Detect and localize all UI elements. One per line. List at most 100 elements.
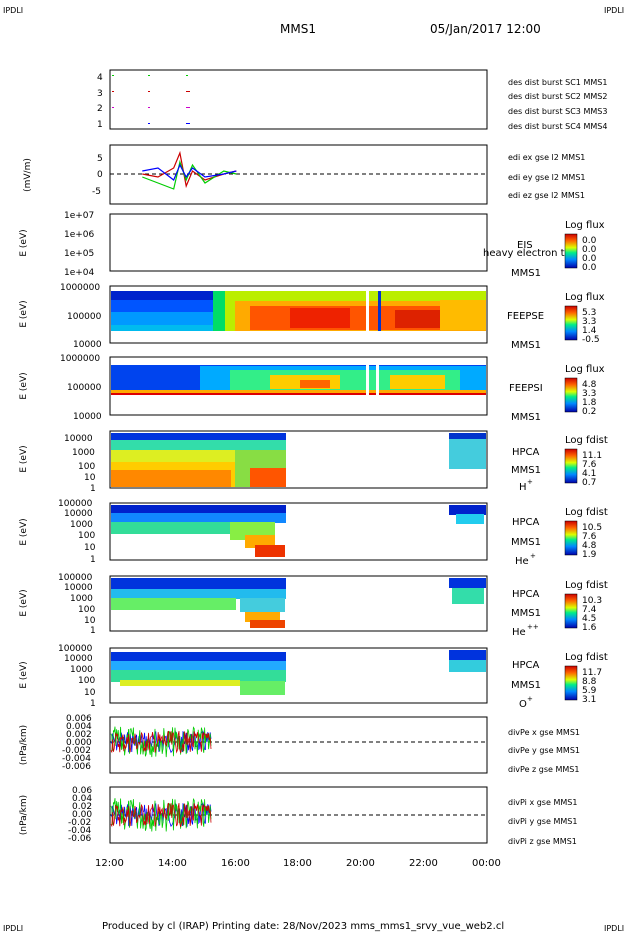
p8-tick-3: 1000	[70, 594, 93, 604]
p8-spectrogram	[111, 578, 486, 628]
p7-tick-3: 1000	[70, 520, 93, 530]
p6-tick-4: 10	[84, 473, 96, 483]
p11-noise-series-3	[110, 802, 212, 828]
corner-label-br: IPDLI	[604, 924, 624, 933]
p10-tick-1: 0.006	[66, 714, 92, 724]
header-mission: MMS1	[280, 22, 316, 36]
p11-traces	[110, 797, 212, 832]
panel-1-frame	[109, 69, 488, 130]
panel-5: E (eV) 1000000 100000 10000 FEEPSI MMS1 …	[19, 354, 605, 423]
p11-legend-2: divPi y gse MMS1	[508, 817, 577, 826]
p11-tick-1: 0.06	[72, 786, 92, 796]
p7-ylabel: E (eV)	[19, 518, 29, 545]
p9-label-inst: HPCA	[512, 660, 540, 671]
p6-cb-1: 11.1	[582, 451, 602, 461]
p9-cb-1: 11.7	[582, 668, 602, 678]
p7-tick-5: 10	[84, 543, 96, 553]
p2-tick-0: 0	[97, 170, 103, 180]
p7-cb-1: 10.5	[582, 523, 602, 533]
p7-tick-2: 10000	[64, 509, 93, 519]
p11-tick-7: -0.06	[68, 834, 92, 844]
p6-cb-4: 0.7	[582, 478, 596, 488]
panel-9: E (eV) 100000 10000 1000 100 10 1 HPCA M…	[19, 644, 608, 710]
panel-3: E (eV) 1e+07 1e+06 1e+05 1e+04 EIS MMS1 …	[19, 211, 605, 279]
p8-label-sc: MMS1	[511, 608, 541, 619]
p3-overlay: heavy electron to	[483, 248, 571, 259]
p4-spectrogram	[111, 291, 486, 331]
p7-cb-title: Log fdist	[565, 507, 608, 518]
time-axis: 12:00 14:00 16:00 18:00 20:00 22:00 00:0…	[95, 858, 501, 869]
p3-ylabel: E (eV)	[19, 229, 29, 256]
p10-tick-2: 0.004	[66, 722, 92, 732]
p4-label-sc: MMS1	[511, 340, 541, 351]
p3-tick-4: 1e+04	[64, 268, 95, 278]
p9-colorbar	[564, 665, 578, 701]
p8-tick-2: 10000	[64, 583, 93, 593]
p9-label-sc: MMS1	[511, 680, 541, 691]
p1-legend-1: des dist burst SC1 MMS1	[508, 78, 607, 87]
p10-traces	[110, 726, 212, 758]
p4-cb-2: 3.3	[582, 317, 596, 327]
panel-3-frame	[109, 213, 488, 272]
p7-tick-6: 1	[90, 555, 96, 565]
p7-spectrogram	[111, 505, 486, 557]
p5-cb-1: 4.8	[582, 380, 597, 390]
panel-7-frame	[109, 502, 488, 561]
panel-6: E (eV) 10000 1000 100 10 1 HPCA MMS1 H +…	[19, 433, 608, 494]
panel-1: 4 3 2 1 des dist burst SC1 MMS1 des dist…	[97, 73, 607, 131]
footer-text: Produced by cl (IRAP) Printing date: 28/…	[102, 921, 504, 932]
p7-cb-3: 4.8	[582, 541, 597, 551]
p3-tick-2: 1e+06	[64, 230, 95, 240]
p5-cb-4: 0.2	[582, 407, 596, 417]
p1-tick-2: 2	[97, 104, 103, 114]
p3-cb-title: Log flux	[565, 220, 605, 231]
p8-tick-4: 100	[78, 605, 95, 615]
p9-tick-6: 1	[90, 699, 96, 709]
p2-tick-5: 5	[97, 154, 103, 164]
p1-tick-3: 3	[97, 89, 103, 99]
p5-label-sc: MMS1	[511, 412, 541, 423]
panel-5-frame	[109, 356, 488, 416]
p7-cb-4: 1.9	[582, 550, 597, 560]
p8-species-sup: ++	[527, 623, 539, 631]
p11-tick-3: 0.02	[72, 802, 92, 812]
p9-species-sup: +	[527, 695, 533, 703]
panel-6-frame	[109, 430, 488, 489]
p4-tick-3: 10000	[73, 340, 102, 350]
p7-label-sc: MMS1	[511, 537, 541, 548]
p11-legend-1: divPi x gse MMS1	[508, 798, 577, 807]
p9-tick-4: 100	[78, 676, 95, 686]
x-tick-1600: 16:00	[221, 858, 250, 869]
p3-label-inst: EIS	[517, 240, 533, 251]
p5-cb-3: 1.8	[582, 398, 597, 408]
panel-4-frame	[109, 285, 488, 344]
p9-tick-5: 10	[84, 688, 96, 698]
p9-ylabel: E (eV)	[19, 661, 29, 688]
panel-8: E (eV) 100000 10000 1000 100 10 1 HPCA M…	[19, 573, 608, 638]
p6-tick-3: 100	[78, 462, 95, 472]
p7-colorbar	[564, 520, 578, 556]
p8-label-inst: HPCA	[512, 589, 540, 600]
p8-cb-1: 10.3	[582, 596, 602, 606]
p10-tick-6: -0.004	[62, 754, 91, 764]
p5-spectrogram	[111, 362, 486, 396]
p9-cb-2: 8.8	[582, 677, 597, 687]
p8-tick-6: 1	[90, 626, 96, 636]
x-tick-0000: 00:00	[472, 858, 501, 869]
panel-10-frame	[109, 716, 488, 774]
x-tick-2200: 22:00	[409, 858, 438, 869]
p5-tick-2: 100000	[67, 383, 102, 393]
p5-cb-2: 3.3	[582, 389, 596, 399]
corner-label-tr: IPDLI	[604, 6, 624, 15]
p10-tick-3: 0.002	[66, 730, 92, 740]
p11-legend-3: divPi z gse MMS1	[508, 837, 577, 846]
p11-ylabel: (nPa/km)	[19, 795, 29, 835]
p3-tick-3: 1e+05	[64, 249, 94, 259]
panel-7: E (eV) 100000 10000 1000 100 10 1 HPCA M…	[19, 499, 608, 567]
p2-legend-3: edi ez gse l2 MMS1	[508, 191, 585, 200]
p4-cb-4: -0.5	[582, 335, 600, 345]
p6-species-sup: +	[527, 478, 533, 486]
p7-cb-2: 7.6	[582, 532, 597, 542]
p6-tick-2: 1000	[72, 448, 95, 458]
panel-8-frame	[109, 575, 488, 632]
